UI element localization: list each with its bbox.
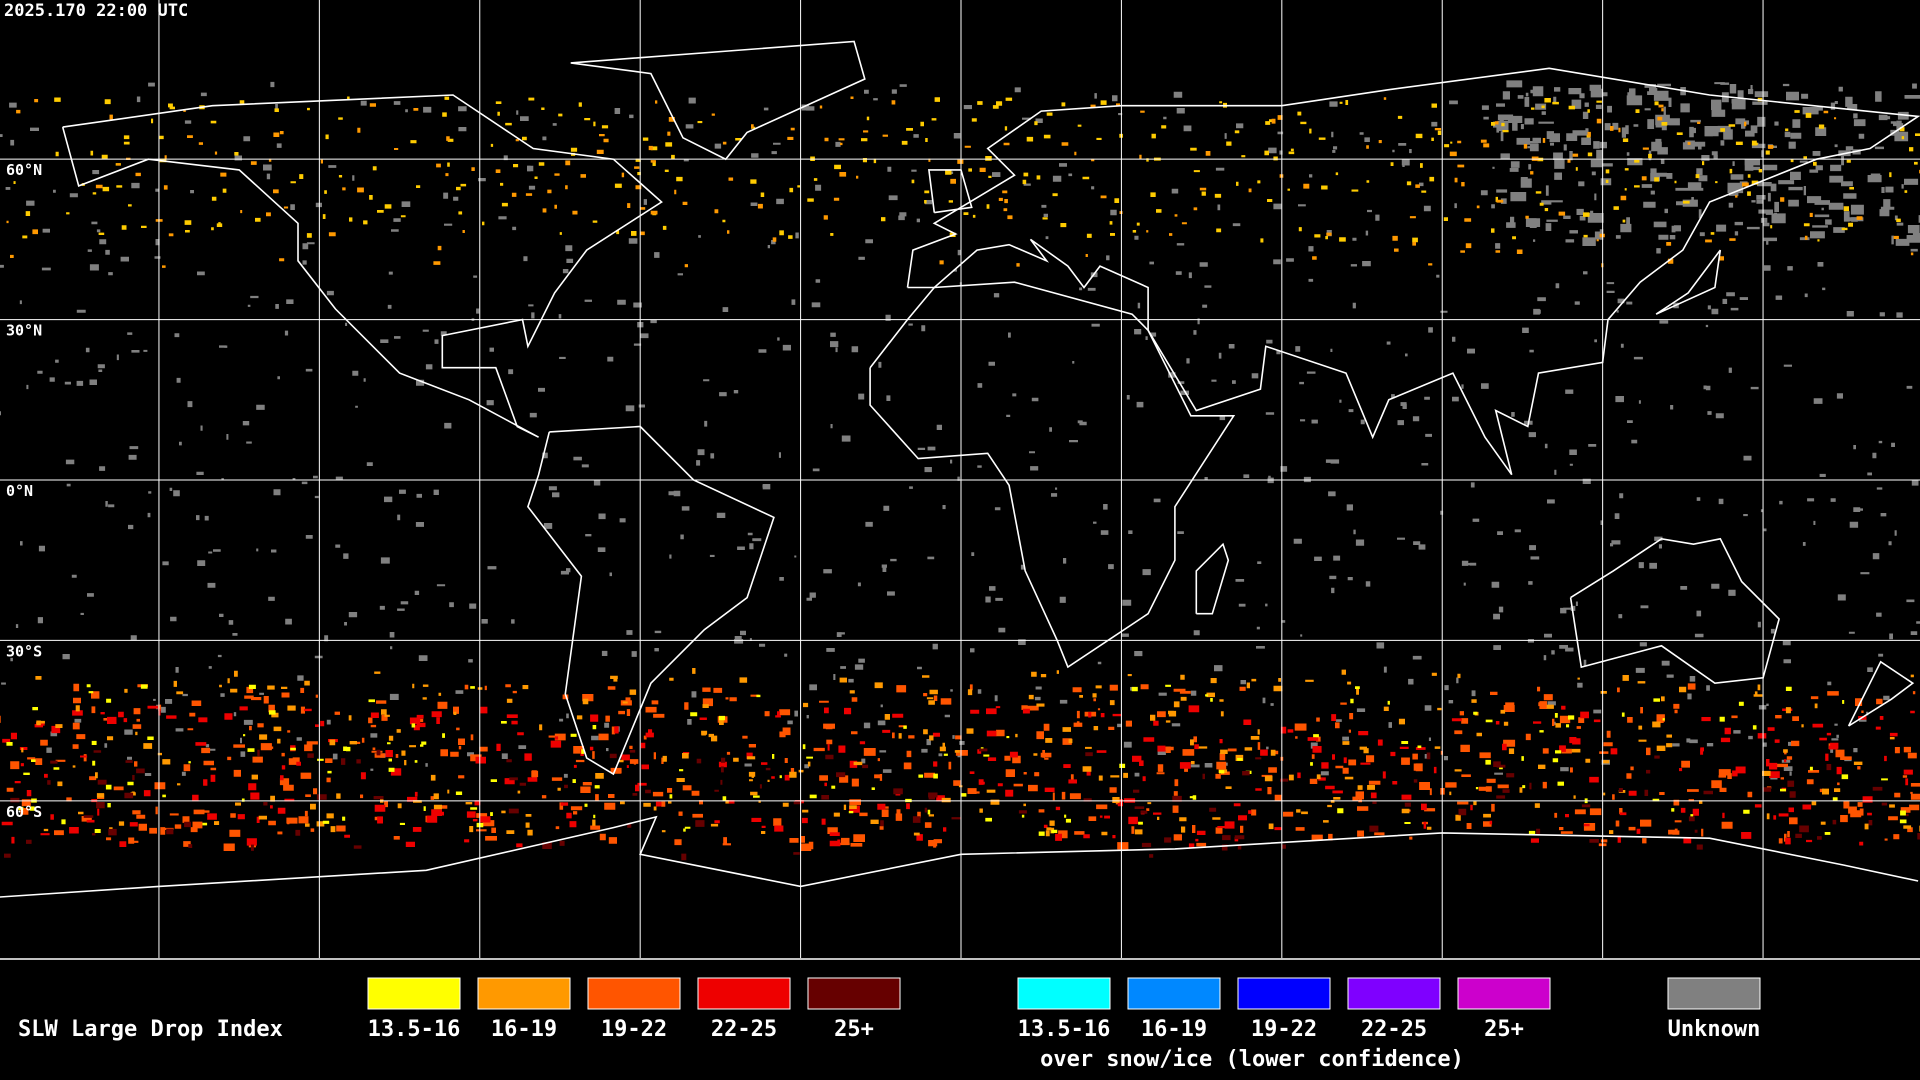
legend: 13.5-16 16-19 19-22 22-25 25+ 13.5-16 16-19 19-… — [367, 977, 1761, 1042]
legend-swatch — [807, 977, 901, 1010]
legend-swatch — [1017, 977, 1111, 1010]
legend-label: 22-25 — [711, 1017, 777, 1042]
cloud-patch — [1496, 80, 1920, 246]
coastline — [527, 425, 775, 776]
legend-swatch — [1127, 977, 1221, 1010]
legend-swatch — [587, 977, 681, 1010]
coastline — [1569, 537, 1780, 685]
latitude-label: 60°S — [6, 803, 42, 821]
legend-label: 16-19 — [1141, 1017, 1207, 1042]
latitude-label: 30°S — [6, 642, 42, 660]
cloud-layer — [0, 80, 1920, 861]
latitude-label: 30°N — [6, 322, 42, 340]
legend-title: SLW Large Drop Index — [18, 1017, 283, 1042]
legend-swatch — [1667, 977, 1761, 1010]
legend-label: 13.5-16 — [1018, 1017, 1111, 1042]
coastline — [1847, 660, 1915, 727]
legend-swatch — [697, 977, 791, 1010]
latitude-label: 0°N — [6, 482, 33, 500]
legend-label: 19-22 — [1251, 1017, 1317, 1042]
legend-label: 13.5-16 — [368, 1017, 461, 1042]
coastline — [61, 94, 663, 438]
legend-swatch — [1347, 977, 1441, 1010]
coastline — [570, 40, 866, 161]
map-area — [0, 0, 1920, 958]
snow-ice-note: over snow/ice (lower confidence) — [1040, 1047, 1464, 1072]
legend-label: Unknown — [1668, 1017, 1761, 1042]
timestamp: 2025.170 22:00 UTC — [4, 1, 188, 21]
latitude-label: 60°N — [6, 161, 42, 179]
cloud-patch — [13, 96, 1920, 243]
latitude-labels: 60°N 30°N 0°N 30°S 60°S — [6, 161, 42, 821]
coastline — [1655, 249, 1722, 315]
legend-label: 19-22 — [601, 1017, 667, 1042]
legend-label: 16-19 — [491, 1017, 557, 1042]
legend-swatch — [367, 977, 461, 1010]
coastline — [1195, 542, 1230, 615]
coastlines — [0, 40, 1920, 898]
legend-swatch — [1457, 977, 1551, 1010]
legend-swatch — [1237, 977, 1331, 1010]
coastline — [869, 281, 1236, 669]
legend-label: 22-25 — [1361, 1017, 1427, 1042]
graticule — [0, 0, 1920, 958]
legend-swatch — [477, 977, 571, 1010]
coastline — [906, 67, 1920, 476]
legend-label: 25+ — [1484, 1017, 1524, 1042]
legend-label: 25+ — [834, 1017, 874, 1042]
